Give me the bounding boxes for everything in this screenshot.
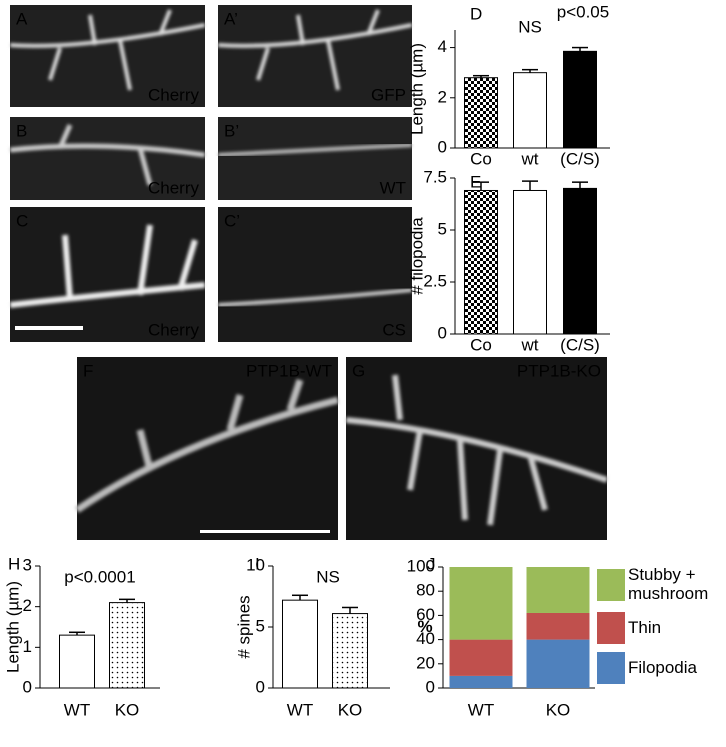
legend-entry: Filopodia <box>628 658 697 677</box>
legend-swatch <box>597 652 625 684</box>
bar-segment <box>449 567 513 640</box>
panel-letter: B <box>16 121 27 140</box>
legend-swatch <box>597 612 625 644</box>
legend-swatch <box>597 569 625 601</box>
x-tick-label: WT <box>64 700 90 719</box>
panel-letter: B’ <box>224 121 239 140</box>
y-tick-label: 3 <box>23 555 32 574</box>
y-tick-label: 100 <box>407 556 435 575</box>
y-tick-label: 60 <box>416 605 435 624</box>
micrograph <box>9 5 206 107</box>
panel-caption: PTP1B-KO <box>517 361 601 380</box>
scale-bar <box>15 326 83 330</box>
micrograph <box>9 117 206 200</box>
x-tick-label: Co <box>470 149 492 168</box>
x-tick-label: (C/S) <box>560 149 600 168</box>
panel-caption: CS <box>382 320 406 339</box>
y-axis-label: Length (µm) <box>407 43 426 135</box>
x-tick-label: wt <box>521 149 539 168</box>
y-tick-label: 0 <box>426 677 435 696</box>
micrograph <box>9 207 206 342</box>
micrograph <box>345 357 608 540</box>
y-tick-label: 2 <box>23 596 32 615</box>
panel-caption: Cherry <box>148 85 200 104</box>
y-tick-label: 40 <box>416 629 435 648</box>
x-tick-label: wt <box>521 335 539 354</box>
x-tick-label: (C/S) <box>560 335 600 354</box>
y-tick-label: 5 <box>438 219 447 238</box>
legend-entry: Stubby + mushroom <box>628 565 709 603</box>
annotation: NS <box>316 567 340 586</box>
panel-caption: PTP1B-WT <box>246 361 332 380</box>
panel-letter: H <box>8 554 20 573</box>
y-tick-label: 0 <box>438 323 447 342</box>
micrograph <box>217 5 413 107</box>
legend-label: Stubby + mushroom <box>628 565 709 603</box>
bar <box>282 599 318 689</box>
x-tick-label: KO <box>115 700 140 719</box>
panel-letter: J <box>427 554 436 573</box>
y-tick-label: 0 <box>256 677 265 696</box>
y-tick-label: 2 <box>438 87 447 106</box>
micrograph <box>217 207 413 342</box>
bar <box>109 602 145 689</box>
panel-caption: Cherry <box>148 178 200 197</box>
bar <box>59 634 95 689</box>
y-tick-label: 2.5 <box>423 271 447 290</box>
y-tick-label: 20 <box>416 653 435 672</box>
x-tick-label: KO <box>546 700 571 719</box>
y-tick-label: 0 <box>23 677 32 696</box>
legend-entry: Thin <box>628 618 662 637</box>
panel-letter: C <box>16 211 28 230</box>
bar-segment <box>449 639 513 676</box>
bar <box>464 189 498 335</box>
y-axis-label: # spines <box>234 595 253 658</box>
panel-letter: D <box>470 4 482 23</box>
bar <box>513 189 547 335</box>
micrographs <box>9 5 608 540</box>
y-tick-label: 0 <box>438 137 447 156</box>
bar <box>332 613 368 689</box>
y-axis-label: % <box>417 617 432 636</box>
y-axis-label: Length (µm) <box>3 581 22 673</box>
y-tick-label: 1 <box>23 637 32 656</box>
bar <box>464 77 498 149</box>
x-tick-label: KO <box>338 700 363 719</box>
panel-caption: GFP <box>371 85 406 104</box>
legend-label: Filopodia <box>628 658 697 677</box>
bar-segment <box>526 639 590 688</box>
panel-letter: G <box>352 361 365 380</box>
panel-letter: C’ <box>224 211 240 230</box>
y-tick-label: 10 <box>246 555 265 574</box>
annotation: NS <box>518 17 542 36</box>
y-tick-label: 4 <box>438 37 447 56</box>
bar <box>513 72 547 149</box>
panel-letter: F <box>83 361 93 380</box>
panel-letter: A’ <box>224 9 238 28</box>
x-tick-label: WT <box>468 700 494 719</box>
legend-label: Thin <box>628 618 662 637</box>
panel-caption: Cherry <box>148 320 200 339</box>
micrograph <box>75 357 339 540</box>
y-tick-label: 5 <box>256 616 265 635</box>
y-tick-label: 80 <box>416 581 435 600</box>
y-tick-label: 7.5 <box>423 167 447 186</box>
x-tick-label: Co <box>470 335 492 354</box>
panel-letter: A <box>16 9 28 28</box>
scale-bar <box>200 530 330 533</box>
y-axis-label: # filopodia <box>407 217 426 295</box>
bar-segment <box>526 612 590 640</box>
bar <box>563 50 597 149</box>
bar <box>563 187 597 335</box>
micrograph <box>217 117 413 200</box>
bar-segment <box>526 567 590 613</box>
bar-segment <box>449 675 513 688</box>
annotation: p<0.0001 <box>64 567 135 586</box>
panel-letter: I <box>255 554 260 573</box>
x-tick-label: WT <box>287 700 313 719</box>
annotation: p<0.05 <box>557 2 609 21</box>
panel-caption: WT <box>380 178 406 197</box>
